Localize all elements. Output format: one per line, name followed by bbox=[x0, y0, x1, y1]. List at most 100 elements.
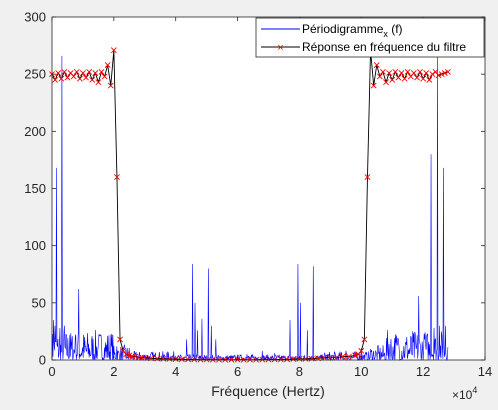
legend-periodogram-suffix: (f) bbox=[388, 22, 403, 36]
legend-periodogram-label: Périodigrammex (f) bbox=[302, 22, 403, 39]
filter-marker bbox=[339, 353, 346, 360]
filter-marker bbox=[420, 75, 427, 82]
filter-marker bbox=[404, 68, 411, 75]
filter-marker bbox=[110, 47, 117, 54]
legend-box bbox=[255, 17, 485, 58]
filter-marker bbox=[61, 68, 68, 75]
filter-marker bbox=[83, 74, 89, 81]
filter-marker bbox=[101, 73, 108, 80]
legend-periodogram-name: Périodigramme bbox=[302, 22, 384, 36]
x-exponent-base: ×10 bbox=[452, 388, 473, 402]
filter-marker bbox=[302, 355, 309, 362]
filter-marker bbox=[107, 82, 114, 89]
filter-marker bbox=[70, 73, 77, 80]
filter-marker bbox=[132, 353, 139, 360]
filter-marker bbox=[64, 74, 71, 81]
filter-marker bbox=[438, 71, 445, 78]
filter-marker bbox=[401, 75, 408, 82]
filter-marker bbox=[333, 354, 340, 361]
filter-marker bbox=[58, 75, 65, 82]
x-tick-label: 0 bbox=[48, 364, 55, 379]
filter-marker bbox=[277, 356, 284, 363]
filter-marker bbox=[376, 73, 383, 80]
filter-marker bbox=[435, 72, 442, 79]
x-axis-label: Fréquence (Hertz) bbox=[211, 383, 325, 399]
filter-marker bbox=[178, 356, 185, 363]
y-tick-label: 300 bbox=[24, 10, 46, 25]
filter-marker bbox=[166, 355, 173, 362]
y-tick-label: 250 bbox=[24, 67, 46, 82]
filter-marker bbox=[92, 70, 99, 76]
filter-marker bbox=[265, 356, 272, 363]
filter-marker bbox=[327, 354, 334, 361]
filter-marker bbox=[414, 74, 420, 81]
filter-marker bbox=[423, 70, 430, 76]
filter-marker bbox=[86, 68, 93, 75]
legend-filter-marker: × bbox=[277, 42, 283, 54]
filter-marker bbox=[345, 353, 352, 360]
filter-marker bbox=[361, 336, 368, 343]
y-tick-label: 200 bbox=[24, 124, 46, 139]
filter-marker bbox=[383, 79, 389, 86]
x-tick-label: 14 bbox=[478, 364, 492, 379]
filter-marker bbox=[259, 356, 266, 363]
filter-marker bbox=[398, 70, 405, 76]
x-tick-label: 2 bbox=[110, 364, 117, 379]
filter-marker bbox=[126, 352, 133, 359]
x-tick-label: 12 bbox=[416, 364, 430, 379]
filter-marker bbox=[358, 347, 365, 354]
filter-marker bbox=[203, 356, 210, 363]
filter-marker bbox=[370, 82, 377, 89]
x-exponent-label: ×104 bbox=[452, 385, 477, 402]
filter-marker bbox=[76, 75, 83, 82]
axis-ticks: 0 2 4 6 8 10 12 14 0 50 100 150 200 250 300 bbox=[24, 10, 492, 380]
filter-marker bbox=[55, 70, 62, 76]
filter-marker bbox=[284, 356, 290, 363]
x-exponent-power: 4 bbox=[472, 385, 477, 395]
filter-marker bbox=[98, 68, 105, 75]
filter-marker bbox=[444, 68, 451, 75]
filter-marker bbox=[104, 62, 111, 68]
filter-marker bbox=[117, 336, 123, 343]
filter-marker bbox=[352, 352, 359, 359]
x-tick-label: 8 bbox=[296, 364, 303, 379]
filter-marker bbox=[114, 174, 120, 180]
filter-marker bbox=[271, 356, 278, 363]
filter-marker bbox=[392, 68, 399, 75]
filter-marker bbox=[441, 70, 448, 76]
filter-marker bbox=[389, 76, 396, 83]
filter-marker bbox=[426, 76, 433, 83]
x-tick-label: 6 bbox=[234, 364, 241, 379]
y-tick-label: 150 bbox=[24, 181, 46, 196]
periodogram-line bbox=[51, 55, 449, 362]
filter-marker bbox=[321, 354, 328, 361]
filter-marker bbox=[429, 71, 436, 78]
legend-periodogram-subscript: x bbox=[383, 29, 388, 39]
filter-marker bbox=[160, 355, 167, 362]
periodogram-series bbox=[51, 55, 449, 362]
filter-marker bbox=[80, 70, 86, 76]
filter-marker bbox=[73, 68, 80, 75]
filter-marker bbox=[191, 356, 198, 363]
x-tick-label: 10 bbox=[354, 364, 368, 379]
y-tick-label: 50 bbox=[32, 295, 46, 310]
legend: Périodigrammex (f) × Réponse en fréquenc… bbox=[255, 17, 485, 58]
filter-marker bbox=[380, 68, 386, 75]
legend-filter-label: Réponse en fréquence du filtre bbox=[302, 40, 466, 54]
filter-marker bbox=[197, 356, 204, 363]
filter-marker bbox=[417, 68, 423, 75]
filter-marker bbox=[123, 351, 130, 358]
filter-marker bbox=[386, 70, 393, 76]
filter-marker bbox=[89, 76, 96, 83]
filter-marker bbox=[395, 74, 402, 81]
filter-marker bbox=[95, 79, 102, 86]
y-tick-label: 100 bbox=[24, 238, 46, 253]
filter-marker bbox=[141, 354, 148, 361]
filter-marker bbox=[373, 62, 380, 68]
filter-marker bbox=[185, 356, 192, 363]
filter-marker bbox=[410, 70, 417, 76]
y-tick-label: 0 bbox=[39, 353, 46, 368]
filter-marker bbox=[52, 76, 59, 83]
